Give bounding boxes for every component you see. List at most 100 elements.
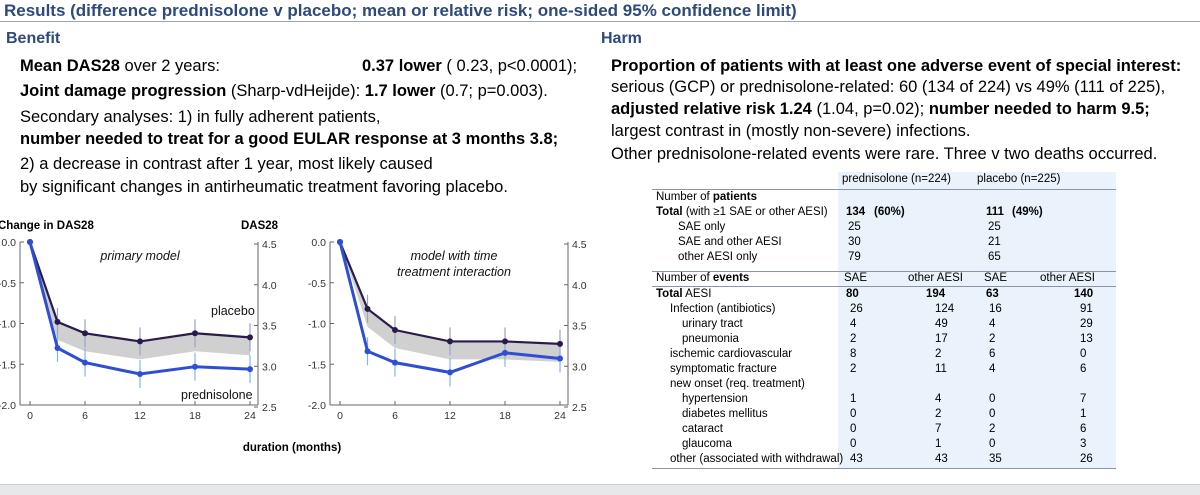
event-other-pred: 11 — [935, 363, 947, 375]
event-other-pred: 43 — [935, 453, 948, 465]
prednisolone-point — [192, 363, 198, 370]
event-other-pred: 7 — [935, 423, 942, 435]
adverse-events-table: prednisolone (n=224) placebo (n=225) Num… — [652, 172, 1116, 469]
nnt-line: number needed to treat for a good EULAR … — [20, 130, 559, 148]
y-tick-label-left: -1.5 — [0, 359, 16, 371]
contrast-band — [30, 242, 250, 360]
y-tick-label-right: 4.0 — [572, 280, 587, 292]
event-sae-plac: 0 — [989, 408, 996, 420]
joint-method: (Sharp-vdHeijde): — [226, 82, 365, 100]
patient-row-plac: 21 — [988, 236, 1001, 248]
event-other-plac: 1 — [1080, 408, 1087, 420]
sae-plac-header: SAE — [984, 272, 1008, 284]
event-other-pred: 2 — [935, 348, 942, 360]
chart2-plot: 0.0 -0.5 -1.0 -1.5 -2.0 4.5 4.0 3.5 3.0 2.5 0 6 12 18… — [308, 237, 587, 422]
relative-risk: adjusted relative risk 1.24 — [611, 100, 812, 118]
event-row-label: new onset (req. treatment) — [670, 378, 805, 390]
event-row-label: diabetes mellitus — [682, 408, 768, 420]
total-patients-label: Total (with ≥1 SAE or other AESI) — [656, 206, 828, 218]
event-row-label: hypertension — [682, 393, 748, 405]
event-row-label: pneumonia — [682, 333, 739, 345]
y-tick-label-right: 3.5 — [262, 321, 277, 333]
series-1-point — [447, 369, 453, 376]
event-sae-pred: 8 — [850, 348, 857, 360]
series-1-point — [364, 348, 371, 355]
series-0-point — [447, 338, 453, 345]
das-label: Mean DAS28 — [20, 57, 120, 75]
total-plac: 111 — [986, 206, 1004, 218]
x-tick-label: 24 — [244, 410, 256, 422]
prednisolone-line — [28, 241, 251, 376]
event-other-plac: 13 — [1080, 333, 1093, 345]
x-tick-label: 12 — [444, 410, 456, 422]
patient-row-label: other AESI only — [678, 251, 758, 263]
event-other-plac: 26 — [1080, 453, 1093, 465]
patient-row-plac: 65 — [988, 251, 1001, 263]
joint-value: 1.7 lower — [364, 82, 436, 100]
series-0-line — [338, 241, 561, 345]
event-sae-plac: 4 — [989, 318, 996, 330]
total-pred-pct: (60%) — [874, 206, 905, 218]
y-tick-label-left: 0.0 — [311, 237, 326, 249]
harm-line-2: serious (GCP) or prednisolone-related: 6… — [611, 78, 1166, 96]
x-axis-label: duration (months) — [243, 442, 342, 454]
nnh: number needed to harm 9.5; — [928, 100, 1150, 118]
patient-row-label: SAE and other AESI — [678, 236, 782, 248]
prednisolone-point — [27, 239, 33, 245]
x-tick-label: 6 — [82, 410, 88, 422]
event-sae-plac: 4 — [989, 363, 996, 375]
event-sae-plac: 0 — [989, 438, 996, 450]
event-other-plac: 6 — [1080, 363, 1087, 375]
event-other-pred: 2 — [935, 408, 942, 420]
y-tick-label-right: 3.0 — [262, 361, 277, 373]
series-0-point — [502, 338, 508, 345]
event-sae-plac: 2 — [989, 423, 996, 435]
harm-line-5: Other prednisolone-related events were r… — [611, 145, 1158, 163]
y-tick-label-left: 0.0 — [1, 237, 16, 249]
secondary-line: Secondary analyses: 1) in fully adherent… — [20, 108, 381, 126]
series-0-point — [557, 340, 563, 347]
y-tick-label-right: 4.0 — [262, 280, 277, 292]
decrease-line: 2) a decrease in contrast after 1 year, … — [20, 155, 433, 173]
series-0-point — [364, 305, 371, 312]
chart1-plot: 0.0 -0.5 -1.0 -1.5 -2.0 4.5 4.0 3.5 3.0 2.5 0 6 12 18… — [0, 237, 277, 422]
event-other-plac: 29 — [1080, 318, 1093, 330]
patient-row-pred: 30 — [848, 236, 861, 248]
event-sae-pred: 2 — [850, 363, 857, 375]
chart1-ylabel-left: Change in DAS28 — [0, 220, 94, 232]
total-plac-pct: (49%) — [1012, 206, 1043, 218]
x-tick-label: 18 — [189, 410, 201, 422]
event-other-pred: 49 — [935, 318, 948, 330]
harm-line-4: largest contrast in (mostly non-severe) … — [611, 122, 971, 140]
y-tick-label-left: -1.5 — [308, 359, 326, 371]
relative-risk-ci: (1.04, p=0.02); — [811, 100, 929, 118]
event-other-pred: 124 — [935, 303, 955, 315]
joint-label: Joint damage progression — [20, 82, 227, 100]
annotation-line: model with time — [411, 249, 498, 263]
event-sae-plac: 2 — [989, 333, 996, 345]
event-other-pred: 17 — [935, 333, 948, 345]
event-other-plac: 0 — [1080, 348, 1087, 360]
placebo-point — [82, 330, 88, 337]
event-other-plac: 91 — [1080, 303, 1093, 315]
event-row-label: ischemic cardiovascular — [670, 348, 793, 360]
y-tick-label-right: 3.0 — [572, 361, 587, 373]
series-1-point — [557, 355, 563, 362]
col-placebo: placebo (n=225) — [977, 173, 1061, 185]
event-row-label: urinary tract — [682, 318, 743, 330]
series-1-point — [337, 239, 343, 245]
joint-line: Joint damage progression (Sharp-vdHeijde… — [20, 82, 548, 101]
event-sae-pred: 1 — [850, 393, 857, 405]
series-1-point — [502, 349, 508, 356]
das-line: Mean DAS28 over 2 years: — [20, 57, 220, 76]
event-other-pred: 4 — [935, 393, 942, 405]
patient-row-pred: 25 — [848, 221, 861, 233]
event-row-label: cataract — [682, 423, 723, 435]
aesi-sae-pred: 80 — [846, 288, 859, 300]
y-tick-label-right: 3.5 — [572, 321, 587, 333]
placebo-point — [247, 334, 253, 341]
das-ci: ( 0.23, p<0.0001); — [441, 57, 578, 75]
event-sae-plac: 0 — [989, 393, 996, 405]
event-sae-plac: 6 — [989, 348, 996, 360]
event-sae-plac: 16 — [989, 303, 1002, 315]
